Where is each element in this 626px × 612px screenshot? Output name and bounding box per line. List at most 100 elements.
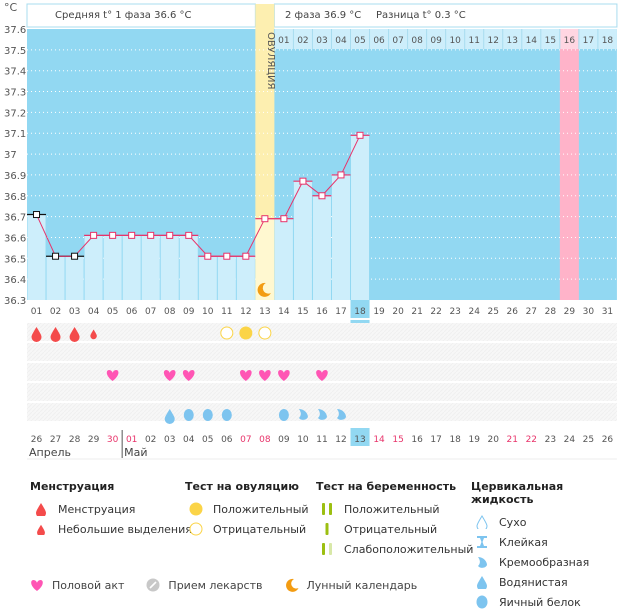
legend-label: Половой акт <box>52 578 125 592</box>
temperature-point <box>356 131 364 139</box>
calendar-date-label: 12 <box>335 435 346 445</box>
cycle-day-label: 16 <box>316 307 328 317</box>
legend-title: Цервикальная жидкость <box>471 480 564 506</box>
phase2-day-label: 01 <box>278 36 289 46</box>
ovulation-test-negative-icon <box>258 326 272 340</box>
temp-bar <box>65 256 84 300</box>
temperature-point <box>299 177 307 185</box>
ylabel-unit: °C <box>4 1 18 14</box>
cycle-day-label: 28 <box>545 307 557 317</box>
legend-item: Положительный <box>185 499 309 519</box>
egg-white-icon <box>471 595 493 609</box>
egg-white-icon <box>202 409 213 421</box>
legend-label: Слабоположительный <box>344 542 474 556</box>
y-tick-label: 37.4 <box>4 67 26 78</box>
event-row <box>27 343 617 361</box>
calendar-date-label: 11 <box>316 435 327 445</box>
temp-bar <box>293 181 312 300</box>
egg-white-icon <box>183 409 194 421</box>
legend-item: Небольшие выделения <box>30 519 192 539</box>
calendar-date-label: 28 <box>69 435 81 445</box>
legend-label: Положительный <box>213 502 309 516</box>
cycle-day-label: 21 <box>411 307 422 317</box>
calendar-date-label: 17 <box>430 435 441 445</box>
y-tick-label: 37.3 <box>4 88 26 99</box>
legend-label: Прием лекарств <box>168 578 263 592</box>
cycle-day-label: 06 <box>126 307 138 317</box>
sticky-icon <box>471 536 493 548</box>
y-tick-label: 36.4 <box>4 275 26 286</box>
cycle-day-label: 25 <box>488 307 499 317</box>
temp-bar <box>84 235 103 300</box>
calendar-date-label: 07 <box>240 435 251 445</box>
phase2-day-label: 11 <box>468 36 479 46</box>
temperature-point <box>147 231 155 239</box>
calendar-date-label: 01 <box>126 435 137 445</box>
calendar-date-label: 21 <box>507 435 518 445</box>
phase1-avg-label: Средняя t° 1 фаза 36.6 °C <box>55 10 192 21</box>
temp-bar <box>122 235 141 300</box>
event-row <box>27 363 617 381</box>
y-tick-label: 36.3 <box>4 296 26 307</box>
legend-item: Отрицательный <box>316 519 473 539</box>
y-tick-label: 36.8 <box>4 192 26 203</box>
legend-menstruation: Менструация Менструация Небольшие выделе… <box>30 480 192 539</box>
phase2-day-label: 08 <box>411 36 423 46</box>
calendar-date-label: 14 <box>373 435 385 445</box>
calendar-date-label: 02 <box>145 435 156 445</box>
heart-icon <box>30 579 44 592</box>
today-date-marker <box>350 428 370 446</box>
ovulation-test-negative-icon <box>220 326 234 340</box>
legend-item: Половой акт <box>30 578 124 592</box>
cycle-day-label: 22 <box>430 307 441 317</box>
cycle-day-label: 20 <box>392 307 404 317</box>
legend-label: Отрицательный <box>213 522 307 536</box>
phase2-day-label: 12 <box>488 36 499 46</box>
legend-pregnancy-test: Тест на беременность Положительный Отриц… <box>316 480 473 559</box>
temp-bar <box>141 235 160 300</box>
legend-item: Клейкая <box>471 532 626 552</box>
temperature-point <box>166 231 174 239</box>
phase2-day-label: 05 <box>354 36 365 46</box>
temperature-point <box>318 192 326 200</box>
month-label: Апрель <box>29 446 71 459</box>
temperature-point <box>33 211 41 219</box>
legend-bottom: Половой акт Прием лекарств Лунный календ… <box>30 578 417 592</box>
legend-ovulation-test: Тест на овуляцию Положительный Отрицател… <box>185 480 309 539</box>
phase2-day-label: 03 <box>316 36 327 46</box>
legend-label: Небольшие выделения <box>58 522 192 536</box>
phase2-day-label: 06 <box>373 36 385 46</box>
calendar-date-label: 26 <box>602 435 614 445</box>
temperature-point <box>261 215 269 223</box>
y-tick-label: 36.6 <box>4 233 26 244</box>
pill-icon <box>146 578 160 592</box>
phase2-avg-label: 2 фаза 36.9 °C <box>285 10 361 21</box>
y-tick-label: 36.9 <box>4 171 26 182</box>
legend-item: Слабоположительный <box>316 539 473 559</box>
y-tick-label: 37.1 <box>4 129 26 140</box>
creamy-icon <box>317 409 327 420</box>
cycle-day-label: 07 <box>145 307 156 317</box>
cycle-day-label: 23 <box>449 307 460 317</box>
temp-bar <box>27 214 46 300</box>
filled-circle-icon <box>185 502 207 516</box>
y-tick-label: 37.6 <box>4 25 26 36</box>
legend-item: Менструация <box>30 499 192 519</box>
empty-circle-icon <box>185 522 207 536</box>
legend-item: Водянистая <box>471 572 626 592</box>
temp-bar <box>274 218 293 300</box>
cycle-day-label: 10 <box>202 307 214 317</box>
phase2-day-label: 16 <box>564 36 576 46</box>
cycle-day-label: 11 <box>221 307 232 317</box>
creamy-icon <box>298 409 308 420</box>
cycle-day-label: 29 <box>564 307 576 317</box>
legend-label: Водянистая <box>499 575 568 589</box>
calendar-date-label: 10 <box>297 435 309 445</box>
temperature-point <box>109 231 117 239</box>
phase2-day-label: 18 <box>602 36 614 46</box>
calendar-date-label: 08 <box>259 435 271 445</box>
temperature-point <box>90 231 98 239</box>
creamy-icon <box>336 409 346 420</box>
moon-icon <box>285 578 299 592</box>
calendar-date-label: 30 <box>107 435 119 445</box>
